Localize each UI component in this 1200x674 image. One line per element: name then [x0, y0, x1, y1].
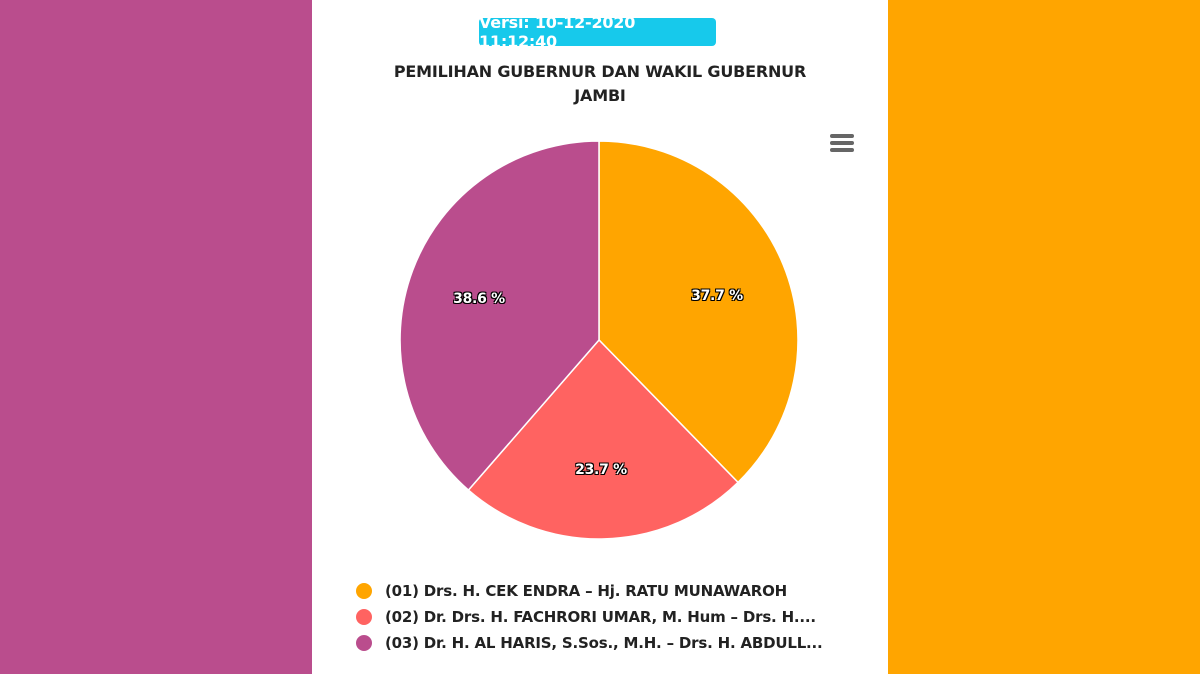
pie-slice-03[interactable]: [399, 140, 600, 492]
slice-label-02: 23.7 %: [575, 462, 627, 478]
slice-label-01: 37.7 %: [691, 288, 743, 304]
legend-label: (02) Dr. Drs. H. FACHRORI UMAR, M. Hum –…: [385, 608, 816, 626]
legend-item-01[interactable]: (01) Drs. H. CEK ENDRA – Hj. RATU MUNAWA…: [356, 578, 823, 604]
pie-slice-01[interactable]: [598, 140, 799, 484]
left-background-band: [0, 0, 312, 674]
legend-item-02[interactable]: (02) Dr. Drs. H. FACHRORI UMAR, M. Hum –…: [356, 604, 823, 630]
slice-label-03: 38.6 %: [453, 291, 505, 307]
pie-slice-02[interactable]: [467, 338, 740, 540]
legend-dot-icon: [356, 609, 372, 625]
legend-dot-icon: [356, 635, 372, 651]
legend-dot-icon: [356, 583, 372, 599]
chart-title-line-1: PEMILIHAN GUBERNUR DAN WAKIL GUBERNUR: [393, 62, 807, 81]
version-badge: Versi: 10-12-2020 11:12:40: [479, 13, 716, 51]
right-background-band: [888, 0, 1200, 674]
legend-label: (03) Dr. H. AL HARIS, S.Sos., M.H. – Drs…: [385, 634, 823, 652]
legend-label: (01) Drs. H. CEK ENDRA – Hj. RATU MUNAWA…: [385, 582, 788, 600]
chart-context-menu-button[interactable]: [828, 132, 856, 154]
chart-title: PEMILIHAN GUBERNUR DAN WAKIL GUBERNUR JA…: [312, 60, 888, 108]
legend-item-03[interactable]: (03) Dr. H. AL HARIS, S.Sos., M.H. – Drs…: [356, 630, 823, 656]
chart-legend: (01) Drs. H. CEK ENDRA – Hj. RATU MUNAWA…: [356, 578, 823, 656]
chart-title-line-2: JAMBI: [574, 86, 626, 105]
